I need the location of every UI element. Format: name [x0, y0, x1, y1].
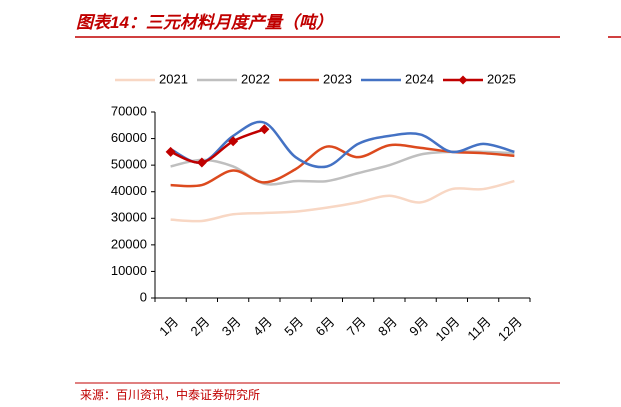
x-tick-label: 12月 [495, 314, 525, 344]
data-point [228, 136, 239, 147]
x-tick-label: 11月 [464, 314, 493, 343]
x-tick-label: 3月 [219, 314, 244, 339]
chart-title: 图表14：三元材料月度产量（吨） [76, 13, 333, 32]
x-tick-label: 10月 [432, 314, 462, 344]
series-line [170, 128, 265, 164]
y-tick-label: 10000 [111, 263, 147, 278]
x-tick-label: 7月 [344, 314, 369, 339]
legend-label: 2022 [241, 71, 270, 86]
y-tick-label: 30000 [111, 210, 147, 225]
x-tick-label: 4月 [250, 314, 275, 339]
x-tick-label: 9月 [406, 314, 431, 339]
y-tick-label: 20000 [111, 236, 147, 251]
x-tick-label: 8月 [375, 314, 400, 339]
x-tick-label: 5月 [281, 314, 306, 339]
x-tick-label: 2月 [188, 314, 213, 339]
legend-label: 2024 [405, 71, 434, 86]
source-note: 来源：百川资讯，中泰证券研究所 [80, 387, 260, 402]
legend-label: 2025 [487, 71, 516, 86]
y-tick-label: 50000 [111, 157, 147, 172]
y-tick-label: 70000 [111, 103, 147, 118]
legend-label: 2021 [159, 71, 188, 86]
series-line [170, 120, 515, 169]
data-point [165, 146, 176, 157]
legend-label: 2023 [323, 71, 352, 86]
y-tick-label: 60000 [111, 130, 147, 145]
data-point [259, 124, 270, 135]
y-tick-label: 0 [140, 289, 147, 304]
x-tick-label: 6月 [313, 314, 338, 339]
y-tick-label: 40000 [111, 183, 147, 198]
legend-marker [458, 75, 468, 85]
series-line [170, 179, 515, 223]
data-point [196, 157, 207, 168]
x-tick-label: 1月 [156, 314, 181, 339]
